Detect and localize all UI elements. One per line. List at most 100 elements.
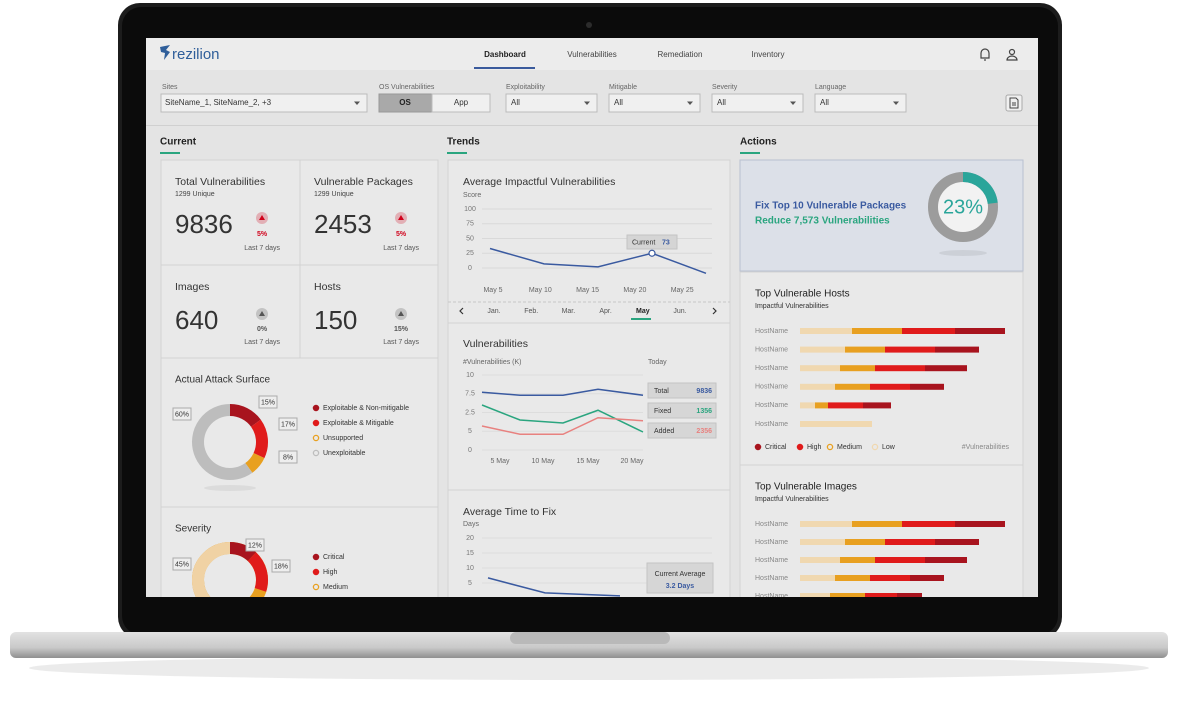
bar-segment	[835, 575, 870, 581]
logo-icon	[160, 45, 170, 60]
heading-underline	[447, 152, 467, 154]
y-tick-label: 5	[468, 580, 472, 587]
bar-segment	[852, 328, 902, 334]
tab-underline	[474, 67, 535, 69]
donut-segment	[247, 552, 268, 592]
series-name: Total	[654, 388, 669, 395]
series-name: Fixed	[654, 408, 671, 415]
nav-tab[interactable]: Vulnerabilities	[567, 50, 617, 59]
bar-segment	[925, 557, 967, 563]
fix-title: Fix Top 10 Vulnerable Packages	[755, 201, 907, 212]
row-label: HostName	[755, 575, 788, 582]
row-label: HostName	[755, 402, 788, 409]
month[interactable]: Jan.	[487, 308, 500, 315]
bar-segment	[800, 328, 852, 334]
dropdown[interactable]	[505, 93, 598, 113]
bar-segment	[870, 575, 910, 581]
donut-segment	[250, 419, 268, 459]
y-tick-label: 0	[468, 447, 472, 454]
toggle-text: OS	[399, 98, 411, 107]
bar-segment	[800, 402, 815, 409]
caret	[354, 101, 360, 105]
bar-segment	[828, 402, 863, 409]
caret	[893, 101, 899, 105]
month[interactable]: Apr.	[599, 308, 612, 315]
label-box	[258, 395, 278, 409]
bar-segment	[955, 328, 1005, 334]
bar-segment	[845, 346, 885, 353]
bar-segment	[865, 593, 897, 597]
dropdown[interactable]	[814, 93, 907, 113]
legend-label: Medium	[323, 584, 348, 591]
section-heading: Trends	[447, 137, 480, 148]
section-heading: Actions	[740, 137, 777, 148]
series-today: 9836	[696, 388, 712, 395]
arrow-left[interactable]	[459, 307, 464, 315]
user-icon[interactable]	[1006, 48, 1018, 61]
row-label: HostName	[755, 421, 788, 428]
bar-segment	[835, 383, 870, 390]
card-subtitle: Impactful Vulnerabilities	[755, 303, 829, 310]
axis-label: Today	[648, 359, 667, 366]
stat-change: 5%	[257, 231, 268, 238]
x-tick-label: 10 May	[532, 458, 555, 465]
stat-title: Hosts	[314, 281, 341, 293]
y-tick-label: 50	[466, 235, 474, 242]
stat-change: 5%	[396, 231, 407, 238]
y-tick-label: 100	[464, 206, 476, 213]
month[interactable]: Feb.	[524, 308, 538, 315]
nav-tab[interactable]: Dashboard	[484, 50, 526, 59]
stat-title: Images	[175, 281, 209, 293]
y-tick-label: 15	[466, 550, 474, 557]
line	[487, 577, 621, 597]
filter-label: OS Vulnerabilities	[379, 84, 435, 91]
bar-segment	[845, 539, 885, 545]
stat-period: Last 7 days	[383, 339, 419, 346]
nav-tab[interactable]: Inventory	[752, 50, 785, 59]
month[interactable]: May	[636, 308, 650, 315]
card-title: Top Vulnerable Images	[755, 482, 857, 493]
fix-subtitle: Reduce 7,573 Vulnerabilities	[755, 216, 890, 227]
caret	[584, 101, 590, 105]
tooltip-label: Current	[632, 239, 655, 246]
label-box	[172, 557, 192, 571]
donut-label: 60%	[175, 411, 189, 418]
month[interactable]: Mar.	[562, 308, 576, 315]
bar-segment	[897, 593, 922, 597]
card-title: Vulnerabilities	[463, 338, 528, 350]
toggle-off[interactable]	[431, 93, 491, 113]
stat-subtitle: 1299 Unique	[175, 191, 215, 198]
bar-segment	[935, 346, 979, 353]
dropdown[interactable]	[608, 93, 701, 113]
arrow-right[interactable]	[712, 307, 717, 315]
bar-segment	[910, 383, 944, 390]
bar-segment	[800, 593, 830, 597]
donut-shadow	[204, 485, 256, 491]
bell-icon[interactable]	[980, 48, 990, 61]
filter-label: Exploitability	[506, 84, 545, 91]
donut-label: 17%	[281, 421, 295, 428]
dropdown[interactable]	[160, 93, 368, 113]
stat-value: 9836	[175, 209, 233, 239]
label-box	[245, 538, 265, 552]
dropdown-value: All	[614, 98, 623, 107]
month-underline	[631, 318, 651, 320]
legend-label: Critical	[765, 444, 787, 451]
stat-subtitle: 1299 Unique	[314, 191, 354, 198]
donut-segment	[229, 542, 257, 562]
export-icon[interactable]	[1005, 94, 1023, 112]
nav-tab[interactable]: Remediation	[658, 50, 703, 59]
bar-segment	[875, 365, 925, 372]
donut-segment	[192, 404, 253, 480]
legend-marker	[312, 449, 320, 457]
legend-label: Medium	[837, 444, 862, 451]
fix-percent: 23%	[943, 196, 983, 218]
row-label: HostName	[755, 593, 788, 600]
axis-label: #Vulnerabilities	[962, 444, 1010, 451]
stat-value: 150	[314, 305, 357, 335]
dropdown[interactable]	[711, 93, 804, 113]
month[interactable]: Jun.	[673, 308, 686, 315]
line	[481, 416, 644, 435]
bar-segment	[885, 346, 935, 353]
y-tick-label: 25	[466, 250, 474, 257]
